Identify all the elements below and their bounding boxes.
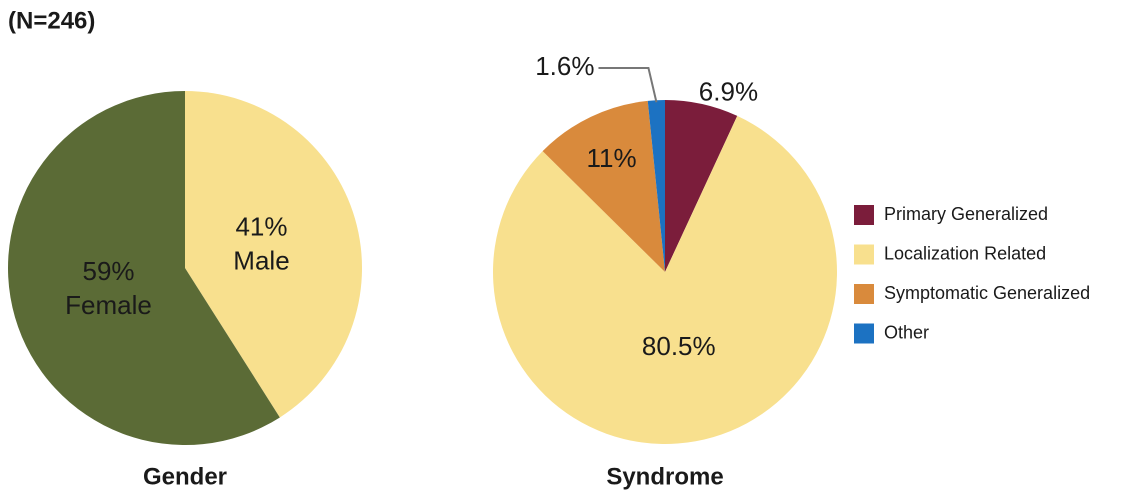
legend-swatch [854,244,874,265]
slice-label: 41% [235,212,287,242]
pie-slice [542,100,665,272]
legend-swatch [854,284,874,304]
slice-category: Male [233,246,289,276]
page-title: (N=246) [8,7,95,34]
pie-slice [665,100,738,272]
slice-label: 6.9% [699,77,758,107]
slice-label: 59% [82,256,134,286]
legend-label: Primary Generalized [884,204,1048,224]
legend-label: Localization Related [884,243,1046,263]
chart-title: Syndrome [606,463,723,490]
legend-label: Other [884,322,929,342]
pie-slice [8,91,280,445]
pie-slice [647,100,665,272]
slice-label: 11% [587,143,637,173]
legend-swatch [854,205,874,225]
slice-category: Female [65,290,152,320]
chart-title: Gender [143,463,227,490]
pie-slice [493,115,838,444]
legend-label: Symptomatic Generalized [884,283,1090,303]
slice-label: 80.5% [642,331,716,361]
legend-swatch [854,323,874,344]
pie-slice [185,91,363,418]
slice-label: 1.6% [535,51,594,81]
leader-line [598,67,658,103]
